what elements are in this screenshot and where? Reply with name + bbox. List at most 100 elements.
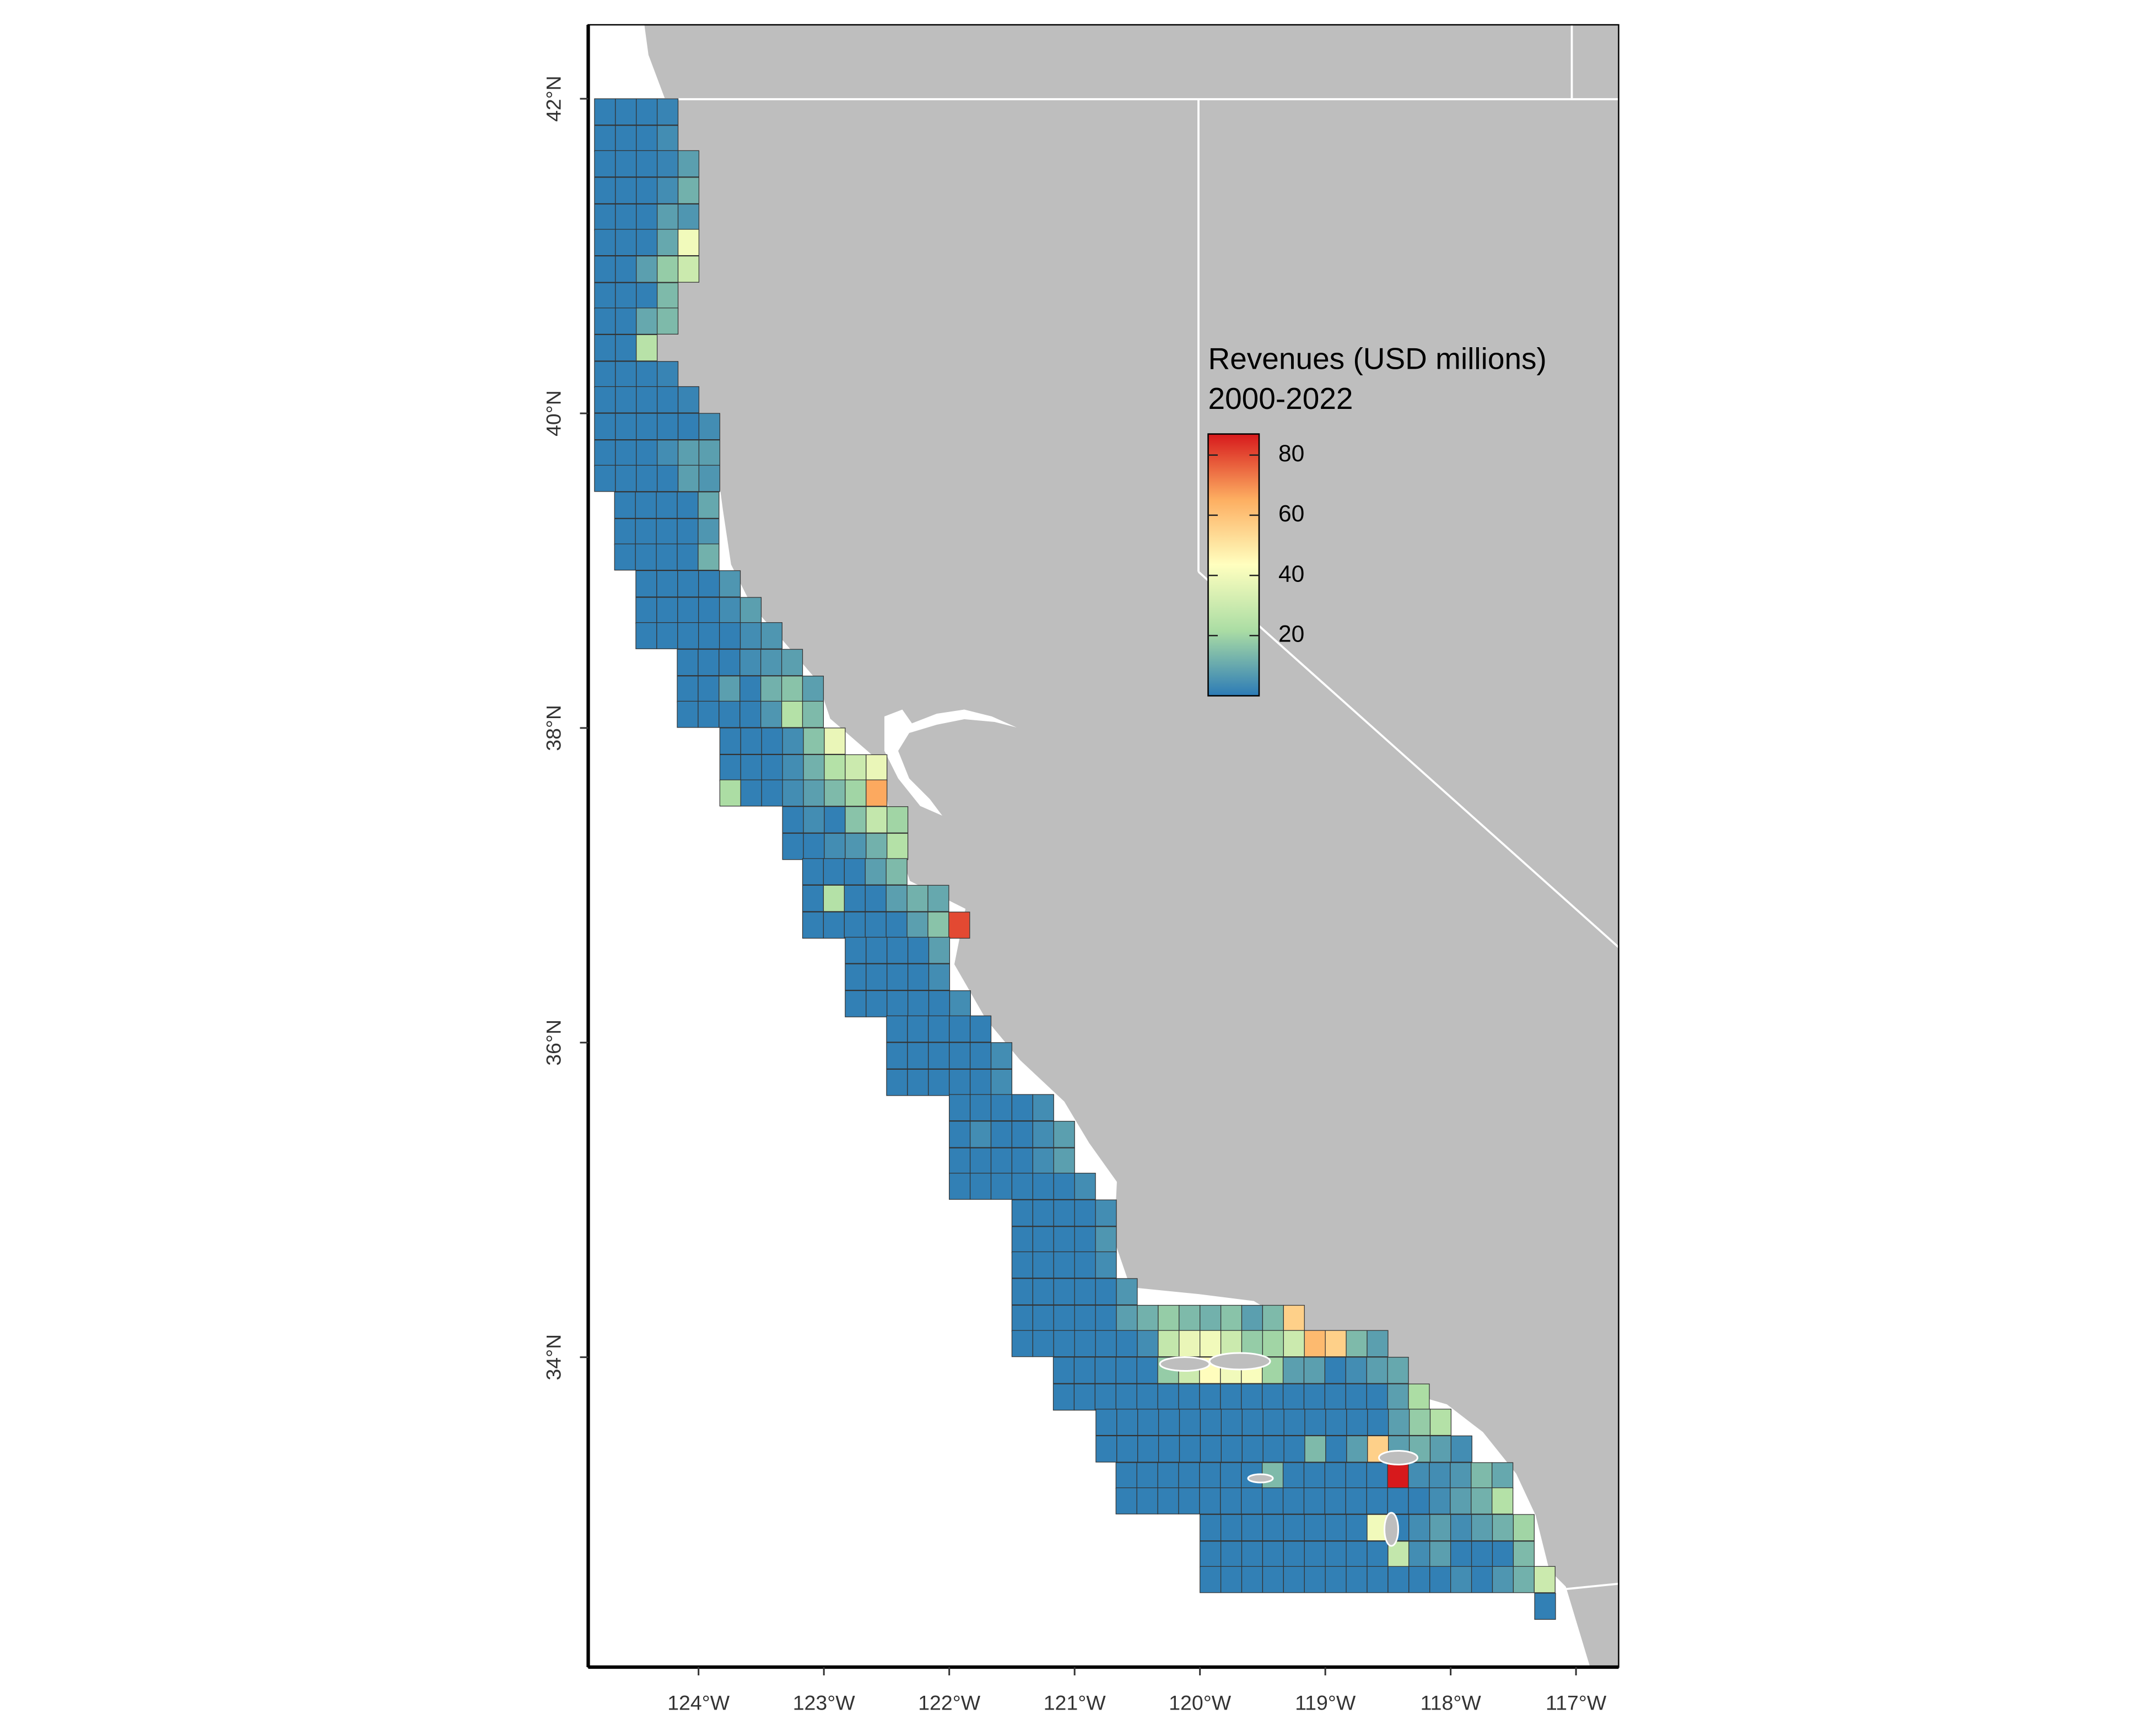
grid-cell (782, 806, 804, 833)
grid-cell (949, 1173, 971, 1200)
grid-cell (1074, 1199, 1096, 1227)
grid-cell (1179, 1304, 1201, 1332)
grid-cell (844, 858, 866, 886)
grid-cell (594, 229, 616, 256)
grid-cell (866, 754, 888, 781)
grid-cell (1408, 1566, 1430, 1593)
grid-cell (1282, 1357, 1305, 1384)
grid-cell (1199, 1383, 1221, 1411)
grid-cell (1346, 1435, 1368, 1463)
grid-cell (1471, 1566, 1493, 1593)
grid-cell (1429, 1409, 1452, 1436)
grid-cell (1095, 1278, 1117, 1306)
grid-cell (1304, 1330, 1326, 1357)
grid-cell (614, 543, 636, 571)
grid-cell (677, 649, 699, 676)
grid-cell (719, 570, 741, 597)
grid-cell (990, 1147, 1013, 1175)
grid-cell (677, 570, 699, 597)
grid-cell (698, 518, 720, 546)
grid-cell (636, 125, 658, 152)
grid-cell (677, 439, 700, 467)
grid-cell (677, 543, 699, 571)
grid-cell (887, 806, 909, 833)
grid-cell (1346, 1514, 1368, 1541)
grid-cell (824, 779, 846, 807)
grid-cell (1429, 1541, 1451, 1568)
grid-cell (1324, 1487, 1346, 1514)
x-tick-label: 122°W (918, 1691, 981, 1714)
grid-cell (1115, 1357, 1137, 1384)
grid-cell (781, 676, 803, 703)
grid-cell (656, 386, 679, 413)
grid-cell (1241, 1304, 1264, 1332)
grid-cell (636, 465, 658, 492)
grid-cell (1408, 1462, 1430, 1490)
grid-cell (656, 98, 679, 126)
grid-cell (1011, 1251, 1033, 1279)
grid-cell (1199, 1487, 1221, 1514)
x-tick-label: 124°W (667, 1691, 730, 1714)
grid-cell (656, 361, 679, 389)
grid-cell (928, 963, 951, 991)
grid-cell (1492, 1487, 1514, 1514)
grid-cell (760, 700, 782, 728)
legend-title: 2000-2022 (1208, 381, 1353, 416)
grid-cell (719, 676, 741, 703)
grid-cell (1137, 1304, 1159, 1332)
grid-cell (677, 676, 699, 703)
grid-cell (1032, 1147, 1054, 1175)
grid-cell (781, 700, 803, 728)
grid-cell (1513, 1514, 1535, 1541)
grid-cell (1408, 1409, 1431, 1436)
grid-cell (1471, 1541, 1493, 1568)
y-tick-label: 36°N (542, 1020, 565, 1066)
grid-cell (615, 125, 637, 152)
grid-cell (1345, 1487, 1367, 1514)
grid-cell (907, 1069, 929, 1096)
grid-cell (1157, 1383, 1179, 1411)
grid-cell (803, 779, 825, 807)
grid-cell (1074, 1226, 1096, 1253)
grid-cell (1200, 1435, 1222, 1463)
grid-cell (698, 649, 720, 676)
grid-cell (1011, 1094, 1033, 1122)
grid-cell (1429, 1435, 1452, 1463)
grid-cell (1011, 1199, 1033, 1227)
grid-cell (990, 1120, 1013, 1148)
grid-cell (1283, 1304, 1305, 1332)
grid-cell (1179, 1409, 1201, 1436)
grid-cell (928, 990, 951, 1017)
grid-cell (1345, 1383, 1367, 1411)
grid-cell (865, 885, 887, 912)
grid-cell (907, 1042, 929, 1069)
grid-cell (615, 465, 637, 492)
grid-cell (719, 700, 741, 728)
grid-cell (1157, 1487, 1179, 1514)
grid-cell (1011, 1120, 1033, 1148)
grid-cell (1367, 1566, 1389, 1593)
grid-cell (615, 413, 637, 440)
grid-cell (1325, 1409, 1347, 1436)
grid-cell (1200, 1514, 1222, 1541)
grid-cell (698, 465, 720, 492)
grid-cell (782, 754, 804, 781)
grid-cell (1367, 1541, 1389, 1568)
grid-cell (594, 465, 616, 492)
colorbar (1207, 433, 1260, 697)
y-tick-label: 34°N (542, 1334, 565, 1381)
grid-cell (1115, 1462, 1137, 1490)
grid-cell (1053, 1226, 1075, 1253)
grid-cell (824, 727, 846, 755)
grid-cell (1262, 1566, 1284, 1593)
grid-cell (1200, 1541, 1222, 1568)
grid-cell (615, 439, 637, 467)
grid-cell (656, 465, 679, 492)
grid-cell (1220, 1514, 1243, 1541)
grid-cell (1032, 1199, 1054, 1227)
grid-cell (1073, 1357, 1095, 1384)
grid-cell (1450, 1462, 1472, 1490)
colorbar-tick-label: 80 (1278, 441, 1304, 467)
grid-cell (656, 622, 678, 649)
y-tick-label: 38°N (542, 705, 565, 751)
